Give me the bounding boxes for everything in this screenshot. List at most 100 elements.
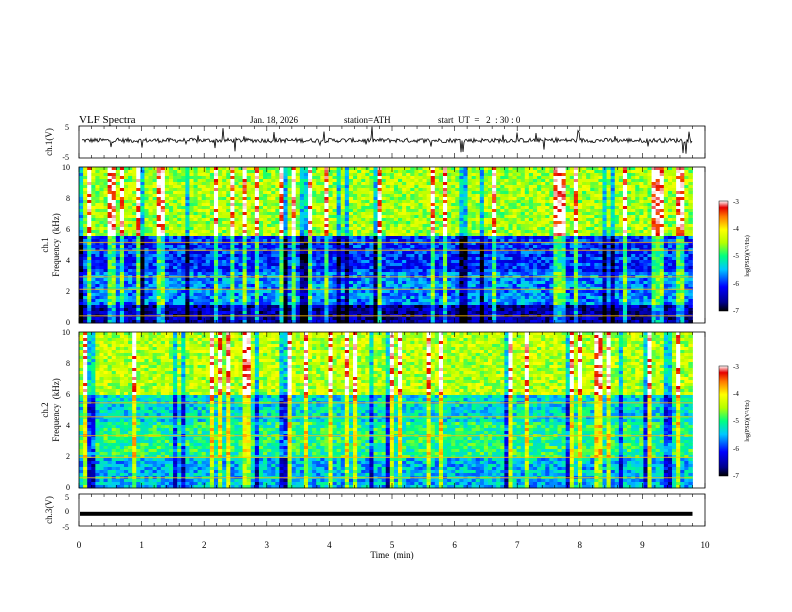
- spectrogram-cell: [684, 254, 689, 258]
- spectrogram-cell: [189, 254, 194, 258]
- spectrogram-cell: [361, 242, 366, 246]
- spectrogram-cell: [504, 173, 509, 177]
- spectrogram-cell: [492, 224, 497, 228]
- spectrogram-cell: [393, 194, 399, 198]
- spectrogram-cell: [344, 218, 350, 222]
- spectrogram-cell: [680, 263, 685, 267]
- spectrogram-cell: [684, 263, 689, 267]
- spectrogram-cell: [83, 224, 88, 228]
- spectrogram-cell: [361, 230, 366, 234]
- spectrogram-cell: [410, 239, 415, 243]
- spectrogram-cell: [238, 245, 243, 249]
- spectrogram-cell: [254, 182, 260, 186]
- spectrogram-cell: [148, 203, 154, 207]
- spectrogram-cell: [639, 245, 644, 249]
- spectrogram-cell: [79, 266, 84, 270]
- spectrogram-cell: [136, 224, 141, 228]
- spectrogram-cell: [479, 215, 485, 219]
- spectrogram-cell: [398, 233, 403, 237]
- spectrogram-cell: [434, 176, 440, 180]
- spectrogram-cell: [197, 167, 203, 171]
- spectrogram-cell: [103, 227, 109, 231]
- spectrogram-cell: [426, 185, 432, 189]
- spectrogram-cell: [688, 191, 693, 195]
- spectrogram-cell: [561, 173, 567, 177]
- spectrogram-cell: [663, 206, 669, 210]
- spectrogram-cell: [193, 215, 199, 219]
- spectrogram-cell: [295, 200, 301, 204]
- spectrogram-cell: [123, 170, 129, 174]
- spectrogram-cell: [250, 170, 256, 174]
- spectrogram-cell: [557, 254, 562, 258]
- spectrogram-cell: [132, 203, 137, 207]
- spectrogram-cell: [479, 185, 485, 189]
- spectrogram-cell: [393, 224, 399, 228]
- spectrogram-cell: [377, 167, 383, 171]
- spectrogram-cell: [140, 176, 145, 180]
- spectrogram-cell: [676, 254, 681, 258]
- spectrogram-cell: [168, 242, 174, 246]
- spectrogram-cell: [557, 224, 562, 228]
- spectrogram-cell: [438, 206, 444, 210]
- spectrogram-cell: [332, 263, 338, 267]
- spectrogram-cell: [627, 194, 632, 198]
- spectrogram-cell: [140, 215, 145, 219]
- spectrogram-cell: [373, 245, 378, 249]
- spectrogram-cell: [618, 170, 624, 174]
- spectrogram-cell: [230, 257, 235, 261]
- spectrogram-cell: [659, 212, 665, 216]
- spectrogram-cell: [393, 185, 399, 189]
- spectrogram-cell: [639, 185, 644, 189]
- spectrogram-cell: [132, 251, 137, 255]
- spectrogram-cell: [209, 236, 215, 240]
- spectrogram-cell: [541, 206, 546, 210]
- spectrogram-cell: [659, 239, 665, 243]
- spectrogram-cell: [123, 242, 129, 246]
- spectrogram-cell: [328, 206, 333, 210]
- spectrogram-cell: [667, 251, 673, 255]
- spectrogram-cell: [95, 254, 100, 258]
- spectrogram-cell: [205, 218, 211, 222]
- spectrogram-cell: [586, 200, 591, 204]
- spectrogram-cell: [479, 188, 485, 192]
- spectrogram-cell: [606, 215, 612, 219]
- spectrogram-cell: [218, 179, 223, 183]
- spectrogram-cell: [647, 215, 652, 219]
- spectrogram-cell: [324, 239, 329, 243]
- spectrogram-cell: [471, 230, 477, 234]
- spectrogram-cell: [622, 257, 628, 261]
- spectrogram-cell: [569, 203, 575, 207]
- spectrogram-cell: [647, 224, 652, 228]
- spectrogram-cell: [168, 215, 174, 219]
- spectrogram-cell: [263, 167, 268, 171]
- spectrogram-cell: [614, 209, 620, 213]
- spectrogram-cell: [426, 203, 432, 207]
- spectrogram-cell: [115, 224, 121, 228]
- spectrogram-cell: [344, 191, 350, 195]
- spectrogram-cell: [418, 212, 423, 216]
- spectrogram-cell: [402, 182, 407, 186]
- spectrogram-cell: [324, 191, 329, 195]
- spectrogram-cell: [181, 182, 186, 186]
- spectrogram-cell: [459, 254, 464, 258]
- spectrogram-cell: [487, 254, 493, 258]
- spectrogram-cell: [205, 179, 211, 183]
- spectrogram-cell: [250, 221, 256, 225]
- spectrogram-cell: [209, 230, 215, 234]
- spectrogram-cell: [193, 233, 199, 237]
- spectrogram-cell: [291, 263, 297, 267]
- spectrogram-cell: [455, 167, 460, 171]
- spectrogram-cell: [438, 188, 444, 192]
- spectrogram-cell: [414, 188, 419, 192]
- spectrogram-cell: [291, 224, 297, 228]
- spectrogram-cell: [95, 263, 100, 267]
- spectrogram-cell: [267, 206, 272, 210]
- spectrogram-cell: [263, 224, 268, 228]
- spectrogram-cell: [79, 239, 84, 243]
- spectrogram-cell: [598, 206, 603, 210]
- spectrogram-cell: [622, 206, 628, 210]
- spectrogram-cell: [103, 185, 109, 189]
- spectrogram-cell: [87, 188, 92, 192]
- spectrogram-cell: [639, 215, 644, 219]
- spectrogram-cell: [226, 206, 231, 210]
